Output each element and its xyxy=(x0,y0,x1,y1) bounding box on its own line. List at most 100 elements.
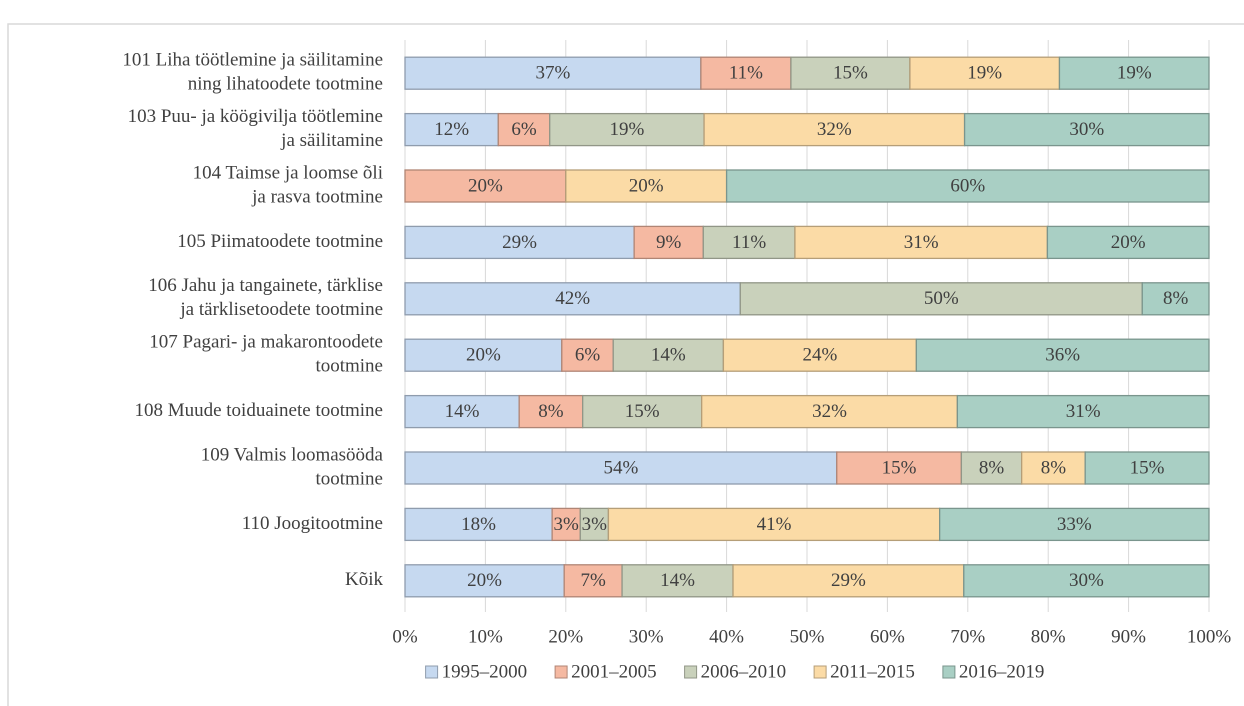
data-label: 42% xyxy=(555,288,590,309)
y-tick-label: 106 Jahu ja tangainete, tärklise xyxy=(148,275,383,296)
legend-label: 2001–2005 xyxy=(571,661,657,682)
data-label: 32% xyxy=(812,401,847,422)
data-label: 36% xyxy=(1045,345,1080,366)
x-tick-label: 40% xyxy=(709,626,744,647)
data-label: 8% xyxy=(538,401,564,422)
data-label: 20% xyxy=(468,175,503,196)
bar-segment xyxy=(404,564,565,598)
bar-segment xyxy=(725,169,1210,203)
bar-segment xyxy=(790,56,911,90)
data-label: 8% xyxy=(1041,457,1067,478)
data-label: 20% xyxy=(1111,232,1146,253)
bar-segment xyxy=(549,112,705,147)
bar-segment xyxy=(915,338,1210,372)
x-tick-label: 10% xyxy=(468,626,503,647)
data-label: 6% xyxy=(511,119,537,140)
y-tick-label: ja tärklisetoodete tootmine xyxy=(179,299,383,320)
bar-segment xyxy=(621,564,734,598)
x-tick-label: 20% xyxy=(548,626,583,647)
legend-swatch xyxy=(554,665,568,679)
data-label: 11% xyxy=(732,232,766,253)
data-label: 37% xyxy=(536,63,571,84)
data-label: 20% xyxy=(467,570,502,591)
bar-segment xyxy=(404,56,702,90)
data-label: 7% xyxy=(580,570,606,591)
bar-segment xyxy=(1058,56,1210,90)
data-label: 30% xyxy=(1069,570,1104,591)
legend-swatch xyxy=(425,665,439,679)
bar-segment xyxy=(963,564,1210,598)
data-label: 20% xyxy=(466,345,501,366)
data-label: 14% xyxy=(445,401,480,422)
data-label: 15% xyxy=(625,401,660,422)
bar-segment xyxy=(836,451,963,485)
x-tick-label: 30% xyxy=(629,626,664,647)
bar-segment xyxy=(909,56,1061,90)
bar-segment xyxy=(963,112,1210,147)
data-label: 19% xyxy=(609,119,644,140)
bar-segment xyxy=(404,507,553,542)
data-label: 33% xyxy=(1057,514,1092,535)
bar-segment xyxy=(404,112,499,147)
data-label: 19% xyxy=(967,63,1002,84)
data-label: 15% xyxy=(882,457,917,478)
chart-frame xyxy=(7,23,1244,706)
data-label: 18% xyxy=(461,514,496,535)
y-tick-label: Kõik xyxy=(345,569,384,590)
data-label: 19% xyxy=(1117,63,1152,84)
bar-segment xyxy=(1021,451,1086,485)
x-tick-label: 70% xyxy=(950,626,985,647)
y-tick-label: 105 Piimatoodete tootmine xyxy=(177,231,383,252)
bar-segment xyxy=(518,394,584,429)
data-label: 15% xyxy=(1130,457,1165,478)
y-tick-label: ja rasva tootmine xyxy=(251,186,383,207)
x-tick-label: 100% xyxy=(1187,626,1232,647)
data-label: 20% xyxy=(629,175,664,196)
data-label: 3% xyxy=(582,514,608,535)
data-label: 50% xyxy=(924,288,959,309)
y-tick-label: 104 Taimse ja loomse õli xyxy=(193,162,383,183)
y-tick-label: tootmine xyxy=(315,468,383,489)
data-label: 15% xyxy=(833,63,868,84)
bar-segment xyxy=(1084,451,1210,485)
data-label: 54% xyxy=(603,457,638,478)
bar-segment xyxy=(794,225,1049,260)
bar-segment xyxy=(565,169,728,203)
legend-swatch xyxy=(813,665,827,679)
legend-label: 2006–2010 xyxy=(701,661,787,682)
data-label: 24% xyxy=(802,345,837,366)
bar-segment xyxy=(732,564,965,598)
y-tick-label: ning lihatoodete tootmine xyxy=(188,74,383,95)
y-tick-label: 108 Muude toiduainete tootmine xyxy=(134,400,383,421)
bar-segment xyxy=(956,394,1210,429)
bar-segment xyxy=(703,112,966,147)
data-label: 29% xyxy=(831,570,866,591)
data-label: 30% xyxy=(1069,119,1104,140)
data-label: 12% xyxy=(434,119,469,140)
bar-segment xyxy=(563,564,623,598)
data-label: 14% xyxy=(660,570,695,591)
legend-label: 1995–2000 xyxy=(442,661,528,682)
bar-segment xyxy=(497,112,551,147)
data-label: 32% xyxy=(817,119,852,140)
bar-segment xyxy=(404,282,741,316)
bar-segment xyxy=(1046,225,1210,260)
bar-segment xyxy=(404,169,567,203)
legend-label: 2011–2015 xyxy=(830,661,915,682)
y-tick-label: 101 Liha töötlemine ja säilitamine xyxy=(122,50,383,71)
y-tick-label: tootmine xyxy=(315,356,383,377)
data-label: 11% xyxy=(729,63,763,84)
bar-segment xyxy=(1141,282,1210,316)
bar-segment xyxy=(633,225,704,260)
bar-segment xyxy=(612,338,725,372)
x-tick-label: 60% xyxy=(870,626,905,647)
data-label: 31% xyxy=(904,232,939,253)
data-label: 29% xyxy=(502,232,537,253)
x-tick-label: 0% xyxy=(392,626,418,647)
data-label: 6% xyxy=(575,345,601,366)
bar-segment xyxy=(939,507,1210,542)
legend: 1995–2000 2001–2005 2006–2010 2011–2015 2016… xyxy=(425,661,1044,682)
y-tick-label: ja säilitamine xyxy=(280,130,383,151)
bar-segment xyxy=(404,338,563,372)
